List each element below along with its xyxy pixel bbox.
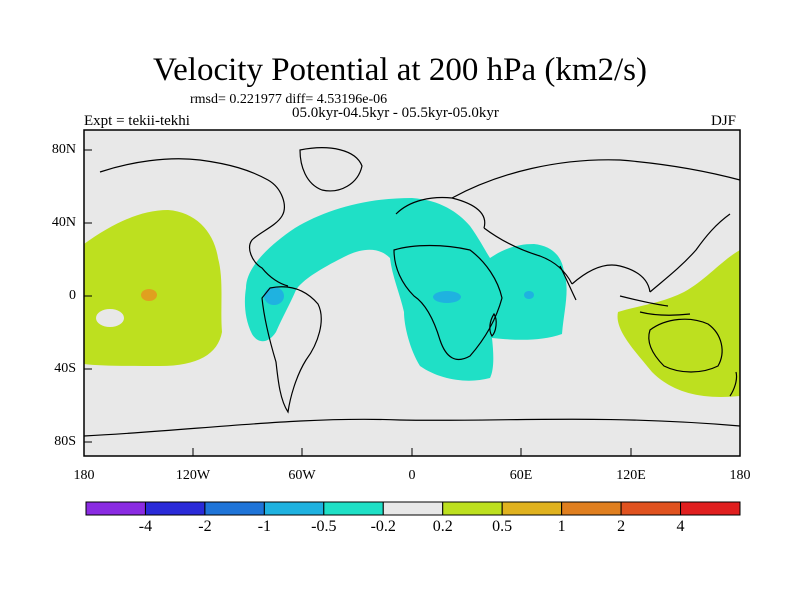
colorbar-swatch xyxy=(680,501,741,516)
colorbar-label: -1 xyxy=(257,518,272,535)
colorbar-label: 1 xyxy=(557,518,566,535)
strong-negative-core xyxy=(264,287,284,305)
lat-label: 0 xyxy=(69,288,76,303)
colorbar-swatch xyxy=(85,501,146,516)
experiment-label: Expt = tekii-tekhi xyxy=(84,113,190,129)
strong-negative-core xyxy=(524,291,534,299)
colorbar-swatch xyxy=(263,501,325,516)
colorbar xyxy=(85,501,741,516)
lat-label: 80N xyxy=(51,142,76,157)
lon-label: 60E xyxy=(509,468,533,483)
map-title: Velocity Potential at 200 hPa (km2/s) xyxy=(152,52,648,88)
colorbar-swatch xyxy=(323,501,384,516)
lon-label: 180 xyxy=(729,468,751,483)
colorbar-swatch xyxy=(620,501,682,516)
lat-label: 40N xyxy=(51,215,76,230)
colorbar-label: 2 xyxy=(617,518,626,535)
colorbar-swatch xyxy=(144,501,206,516)
season-label: DJF xyxy=(711,113,737,129)
neutral-hole xyxy=(96,309,124,327)
lat-ticks xyxy=(84,149,92,443)
lon-label: 180 xyxy=(73,468,95,483)
colorbar-swatch xyxy=(382,501,444,516)
period-line: 05.0kyr-04.5kyr - 05.5kyr-05.0kyr xyxy=(292,105,499,121)
colorbar-label: -0.5 xyxy=(311,518,337,535)
colorbar-swatch xyxy=(501,501,563,516)
colorbar-label: 0.5 xyxy=(492,518,513,535)
colorbar-label: -0.2 xyxy=(370,518,396,535)
lon-label: 120E xyxy=(616,468,646,483)
lon-label: 120W xyxy=(175,468,211,483)
lon-label: 0 xyxy=(408,468,416,483)
colorbar-label: 4 xyxy=(676,518,685,535)
colorbar-swatch xyxy=(442,501,503,516)
strong-positive-core xyxy=(141,289,157,301)
strong-negative-core xyxy=(433,291,461,303)
coastlines xyxy=(83,147,741,437)
stats-line: rmsd= 0.221977 diff= 4.53196e-06 xyxy=(190,92,388,107)
colorbar-label: 0.2 xyxy=(432,518,453,535)
lat-label: 40S xyxy=(54,361,76,376)
lon-ticks xyxy=(83,448,741,456)
colorbar-swatch xyxy=(204,501,265,516)
colorbar-label: -4 xyxy=(138,518,153,535)
lat-label: 80S xyxy=(54,434,76,449)
colorbar-label: -2 xyxy=(198,518,212,535)
lon-label: 60W xyxy=(288,468,316,483)
positive-region xyxy=(84,210,222,366)
positive-region xyxy=(617,250,740,397)
colorbar-swatch xyxy=(561,501,622,516)
